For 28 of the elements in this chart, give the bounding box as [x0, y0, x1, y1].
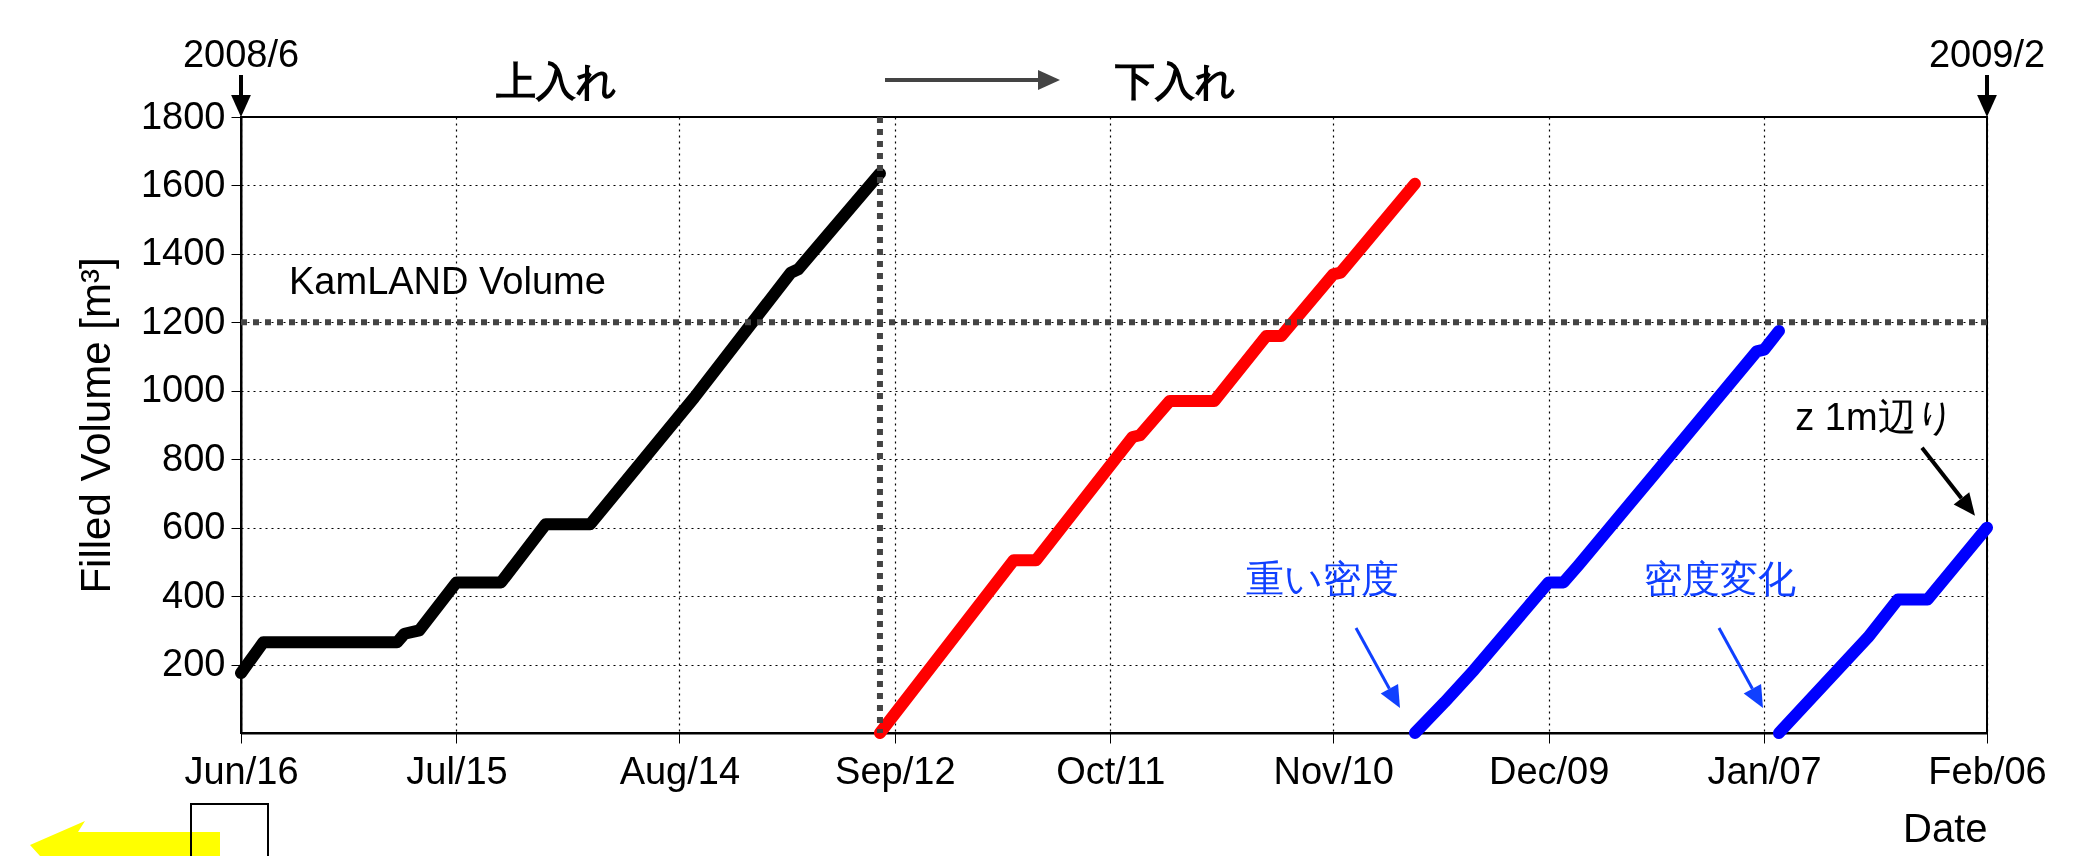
y-tick-label: 400 — [162, 573, 226, 616]
x-tick-label: Feb/06 — [1928, 749, 2047, 792]
y-tick-label: 800 — [162, 436, 226, 479]
y-tick-label: 600 — [162, 505, 226, 548]
text: 2009/2 — [1928, 33, 2046, 75]
x-tick-label: Jun/16 — [184, 749, 299, 792]
y-tick-label: 1600 — [140, 162, 226, 205]
annotation: z 1m辺り — [1795, 395, 1955, 438]
x-tick-label: Jul/15 — [406, 749, 508, 792]
x-tick-label: Oct/11 — [1056, 749, 1166, 792]
y-tick-label: 1200 — [140, 299, 226, 342]
x-tick-label: Aug/14 — [619, 749, 741, 792]
y-tick-label: 1400 — [140, 231, 226, 274]
ref-line-label: KamLAND Volume — [289, 260, 606, 303]
x-tick-label: Nov/10 — [1273, 749, 1394, 792]
x-tick-label: Dec/09 — [1488, 749, 1610, 792]
x-axis-title: Date — [1903, 805, 1988, 850]
x-tick-label: Sep/12 — [835, 749, 956, 792]
annotation: 重い密度 — [1245, 558, 1399, 600]
text: 上入れ — [495, 59, 617, 103]
text: 2008/6 — [182, 33, 300, 75]
y-tick-label: 200 — [162, 642, 226, 685]
x-tick-label: Jan/07 — [1707, 749, 1822, 792]
y-axis-title: Filled Volume [m³] — [71, 257, 119, 594]
y-tick-label: 1000 — [140, 368, 226, 411]
text: 下入れ — [1114, 59, 1236, 103]
annotation: 密度変化 — [1644, 558, 1796, 600]
y-tick-label: 1800 — [140, 94, 226, 137]
